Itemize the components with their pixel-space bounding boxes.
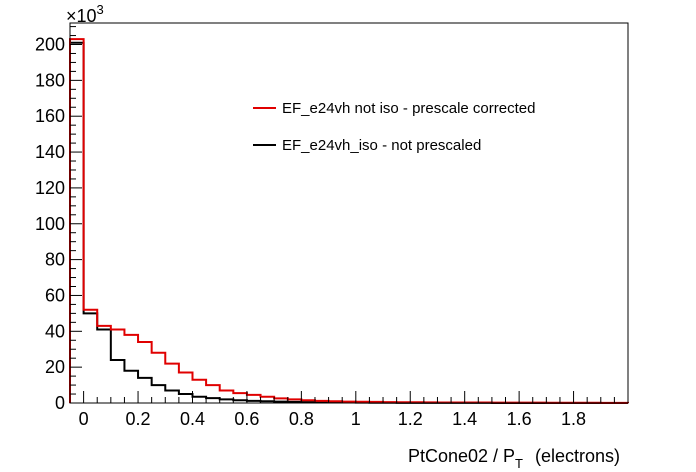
x-axis-title-subscript: T bbox=[515, 456, 523, 471]
legend: EF_e24vh not iso - prescale corrected EF… bbox=[253, 100, 535, 154]
y-exponent-label: ×103 bbox=[66, 2, 104, 26]
y-tick-label: 140 bbox=[35, 142, 65, 162]
x-tick-label: 0.2 bbox=[126, 409, 151, 429]
legend-label-0: EF_e24vh not iso - prescale corrected bbox=[282, 100, 535, 117]
x-tick-label: 0.4 bbox=[180, 409, 205, 429]
y-tick-label: 20 bbox=[45, 357, 65, 377]
y-tick-label: 100 bbox=[35, 214, 65, 234]
x-axis-title-main: PtCone02 / P bbox=[408, 446, 515, 466]
x-tick-label: 1.4 bbox=[452, 409, 477, 429]
y-tick-label: 40 bbox=[45, 321, 65, 341]
y-tick-label: 60 bbox=[45, 285, 65, 305]
x-tick-label: 0.6 bbox=[234, 409, 259, 429]
legend-label-1: EF_e24vh_iso - not prescaled bbox=[282, 137, 481, 154]
y-tick-label: 180 bbox=[35, 70, 65, 90]
y-tick-label: 0 bbox=[55, 393, 65, 413]
plot-frame bbox=[69, 22, 629, 404]
x-tick-label: 0 bbox=[79, 409, 89, 429]
y-exponent-base: ×10 bbox=[66, 6, 97, 26]
x-tick-label: 0.8 bbox=[289, 409, 314, 429]
y-tick-label: 120 bbox=[35, 178, 65, 198]
x-axis-title: PtCone02 / PT (electrons) bbox=[408, 446, 620, 471]
y-axis-ticks: 0 20 40 60 80 100 120 140 160 180 200 bbox=[35, 26, 82, 413]
x-tick-label: 1.8 bbox=[561, 409, 586, 429]
x-tick-label: 1 bbox=[351, 409, 361, 429]
y-exponent-power: 3 bbox=[97, 2, 104, 17]
x-axis-title-suffix: (electrons) bbox=[535, 446, 620, 466]
y-tick-label: 80 bbox=[45, 250, 65, 270]
y-tick-label: 160 bbox=[35, 106, 65, 126]
y-tick-label: 200 bbox=[35, 35, 65, 55]
x-axis-ticks: 0 0.2 0.4 0.6 0.8 1 1.2 1.4 1.6 1.8 bbox=[69, 391, 629, 429]
x-tick-label: 1.6 bbox=[507, 409, 532, 429]
x-tick-label: 1.2 bbox=[398, 409, 423, 429]
